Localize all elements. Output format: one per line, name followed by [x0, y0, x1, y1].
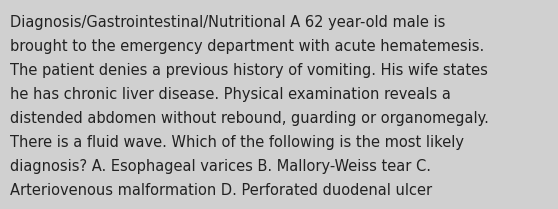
Text: The patient denies a previous history of vomiting. His wife states: The patient denies a previous history of… — [10, 63, 488, 78]
Text: Arteriovenous malformation D. Perforated duodenal ulcer: Arteriovenous malformation D. Perforated… — [10, 183, 432, 198]
Text: he has chronic liver disease. Physical examination reveals a: he has chronic liver disease. Physical e… — [10, 87, 451, 102]
Text: distended abdomen without rebound, guarding or organomegaly.: distended abdomen without rebound, guard… — [10, 111, 489, 126]
Text: Diagnosis/Gastrointestinal/Nutritional A 62 year-old male is: Diagnosis/Gastrointestinal/Nutritional A… — [10, 15, 445, 30]
Text: brought to the emergency department with acute hematemesis.: brought to the emergency department with… — [10, 39, 484, 54]
Text: There is a fluid wave. Which of the following is the most likely: There is a fluid wave. Which of the foll… — [10, 135, 464, 150]
Text: diagnosis? A. Esophageal varices B. Mallory-Weiss tear C.: diagnosis? A. Esophageal varices B. Mall… — [10, 159, 431, 174]
